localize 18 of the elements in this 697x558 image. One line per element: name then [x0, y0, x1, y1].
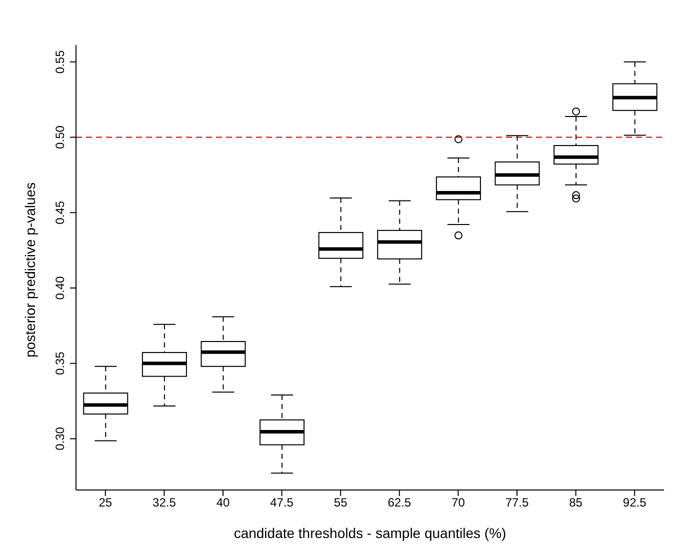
x-tick-label: 62.5	[388, 496, 412, 510]
y-axis-title: posterior predictive p-values	[22, 182, 38, 358]
x-tick-label: 47.5	[270, 496, 294, 510]
x-tick-label: 70	[452, 496, 466, 510]
x-tick-label: 25	[98, 496, 112, 510]
x-tick-label: 40	[216, 496, 230, 510]
x-tick-label: 77.5	[505, 496, 529, 510]
y-tick-label: 0.40	[53, 276, 67, 300]
y-tick-label: 0.45	[53, 200, 67, 224]
y-tick-label: 0.55	[53, 50, 67, 74]
y-tick-label: 0.35	[53, 351, 67, 376]
x-tick-label: 92.5	[622, 496, 647, 510]
x-axis-title: candidate thresholds - sample quantiles (%)	[234, 525, 506, 541]
y-tick-label: 0.30	[53, 426, 67, 450]
x-tick-label: 55	[334, 496, 348, 510]
y-tick-label: 0.50	[53, 125, 67, 149]
x-tick-label: 85	[569, 496, 583, 510]
x-tick-label: 32.5	[152, 496, 176, 510]
